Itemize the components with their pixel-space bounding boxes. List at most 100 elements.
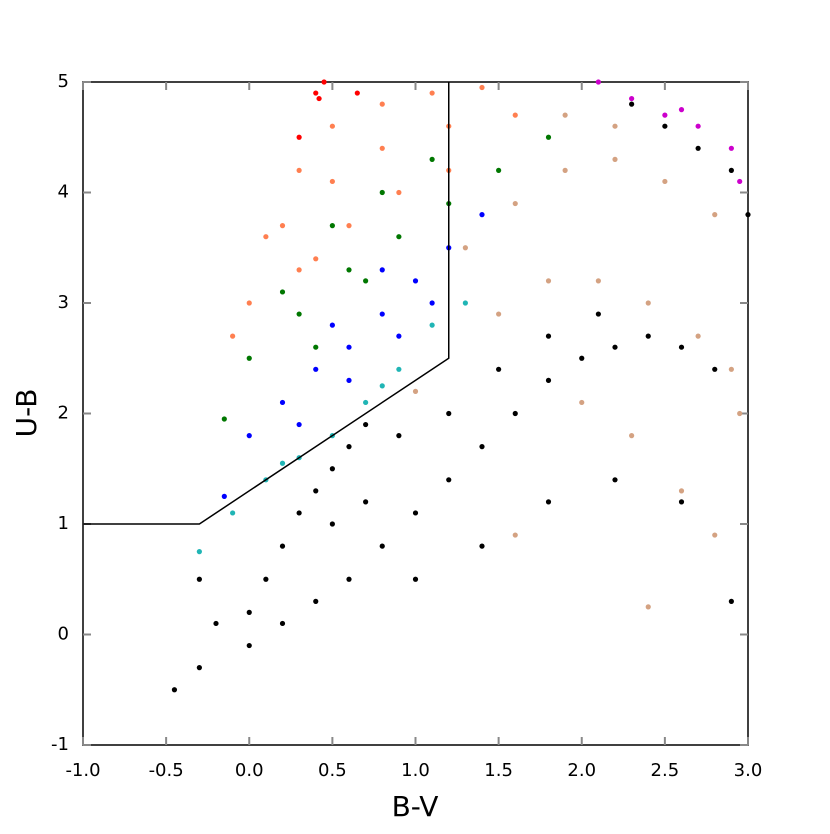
data-point xyxy=(329,178,335,185)
data-point xyxy=(579,399,585,406)
data-point xyxy=(545,333,552,339)
data-point xyxy=(412,510,419,516)
data-point xyxy=(446,410,452,417)
data-point xyxy=(379,101,385,107)
data-point xyxy=(196,576,202,582)
data-point xyxy=(496,366,502,372)
y-tick-label: -1 xyxy=(51,734,69,755)
data-point xyxy=(612,156,618,162)
data-point xyxy=(379,383,385,389)
data-point xyxy=(579,355,585,361)
data-point xyxy=(479,444,485,450)
data-point xyxy=(296,267,302,273)
data-point xyxy=(712,366,718,372)
boundary-line xyxy=(83,82,450,525)
data-point xyxy=(329,466,335,472)
y-tick-label: 3 xyxy=(58,292,69,313)
data-point xyxy=(296,510,302,516)
data-point xyxy=(595,79,601,85)
data-point xyxy=(712,532,718,538)
data-point xyxy=(512,200,518,207)
data-point xyxy=(562,112,568,118)
data-point xyxy=(429,156,435,162)
data-point xyxy=(737,178,743,185)
data-point xyxy=(346,444,352,450)
data-point xyxy=(346,344,352,350)
data-point xyxy=(213,620,219,627)
data-point xyxy=(629,433,635,439)
data-point xyxy=(296,134,302,140)
data-point xyxy=(728,167,734,173)
data-point xyxy=(396,433,402,439)
data-point xyxy=(313,598,319,604)
data-point xyxy=(313,256,319,262)
data-point xyxy=(412,388,419,394)
data-point xyxy=(321,79,327,85)
data-point xyxy=(279,620,286,627)
x-tick-label: 3.0 xyxy=(734,760,763,781)
data-point xyxy=(479,543,485,549)
data-point xyxy=(346,223,352,229)
data-point xyxy=(230,333,236,339)
data-point xyxy=(678,344,685,350)
data-point xyxy=(612,123,618,129)
y-tick-label: 1 xyxy=(58,513,69,534)
data-point xyxy=(379,145,385,151)
y-axis-label: U-B xyxy=(10,389,43,438)
data-point xyxy=(396,366,402,372)
data-point xyxy=(678,107,685,113)
data-point xyxy=(263,576,269,582)
data-point xyxy=(512,112,518,118)
data-point xyxy=(316,95,322,102)
x-tick-label: -1.0 xyxy=(65,760,100,781)
data-point xyxy=(462,245,468,251)
data-point xyxy=(595,278,601,284)
data-point xyxy=(196,665,202,671)
data-point xyxy=(379,311,385,317)
data-point xyxy=(246,433,252,439)
data-point xyxy=(612,477,618,483)
y-tick-label: 5 xyxy=(58,71,69,92)
data-point xyxy=(396,234,402,240)
data-point xyxy=(346,267,352,273)
x-tick-label: 0.5 xyxy=(318,760,347,781)
data-point xyxy=(354,90,360,96)
data-point xyxy=(545,377,552,383)
data-point xyxy=(728,366,734,372)
data-point xyxy=(728,598,734,604)
data-point xyxy=(479,212,485,218)
data-point xyxy=(645,333,651,339)
data-point xyxy=(329,123,335,129)
data-point xyxy=(429,322,435,328)
data-point xyxy=(645,300,651,306)
data-point xyxy=(296,421,302,428)
data-point xyxy=(737,410,743,417)
data-point xyxy=(363,421,369,428)
data-point xyxy=(695,333,701,339)
data-point xyxy=(479,84,485,91)
data-point xyxy=(296,167,302,173)
data-point xyxy=(196,549,202,555)
data-point xyxy=(246,300,252,306)
data-point xyxy=(263,234,269,240)
y-tick-label: 0 xyxy=(58,624,69,645)
data-point xyxy=(545,134,552,140)
x-tick-label: 2.0 xyxy=(567,760,596,781)
data-point xyxy=(429,90,435,96)
data-point xyxy=(329,322,335,328)
data-point xyxy=(279,289,286,295)
data-point xyxy=(662,178,668,185)
data-point xyxy=(695,123,701,129)
data-point xyxy=(446,477,452,483)
data-point xyxy=(612,344,618,350)
data-point xyxy=(678,499,685,505)
data-point xyxy=(230,510,236,516)
data-point xyxy=(221,493,227,499)
data-point xyxy=(313,366,319,372)
data-point xyxy=(313,344,319,350)
data-point xyxy=(279,399,286,406)
data-point xyxy=(662,112,668,118)
data-point xyxy=(171,687,178,693)
data-point xyxy=(496,311,502,317)
data-point xyxy=(595,311,601,317)
